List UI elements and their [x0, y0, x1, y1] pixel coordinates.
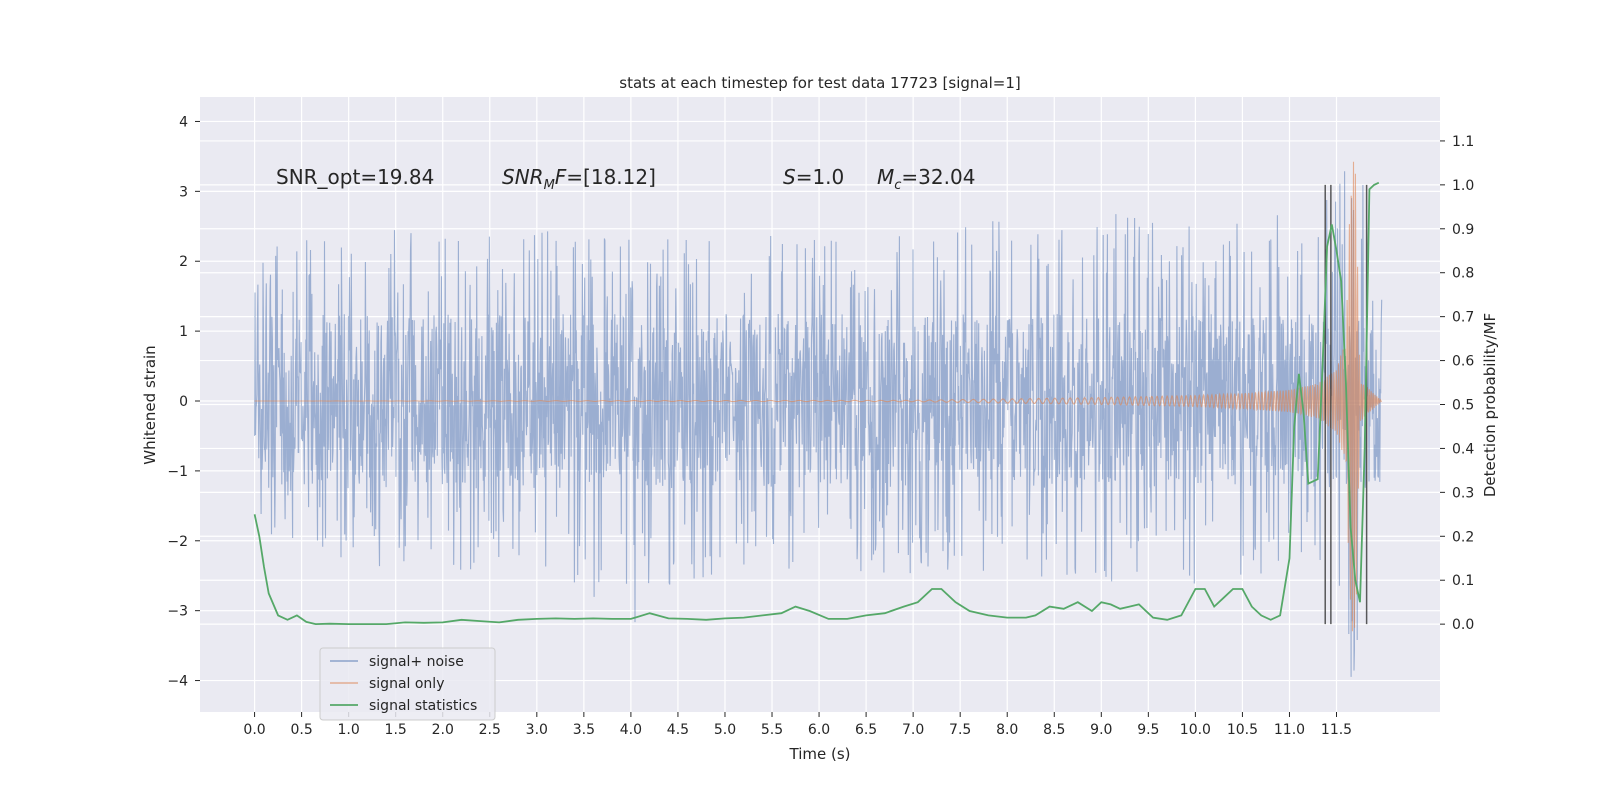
x-tick-label: 1.0	[338, 722, 360, 738]
x-tick-label: 1.5	[385, 722, 407, 738]
y-right-tick-label: 1.1	[1452, 134, 1474, 150]
series-layer	[253, 161, 1383, 677]
x-tick-label: 10.5	[1227, 722, 1258, 738]
x-tick-label: 9.0	[1090, 722, 1112, 738]
y-right-tick-label: 0.6	[1452, 354, 1474, 370]
x-tick-label: 11.0	[1274, 722, 1305, 738]
y-right-tick-label: 0.8	[1452, 266, 1474, 282]
series-signal-only-line	[254, 161, 1383, 632]
x-tick-label: 5.0	[714, 722, 736, 738]
annotation-s: S=1.0	[783, 165, 844, 189]
y-right-tick-label: 0.9	[1452, 222, 1474, 238]
x-tick-label: 4.5	[667, 722, 689, 738]
y-left-tick-label: −4	[167, 674, 188, 690]
x-tick-label: 7.0	[902, 722, 924, 738]
y-right-tick-label: 0.1	[1452, 573, 1474, 589]
y-right-tick-label: 0.0	[1452, 617, 1474, 633]
annotation-snr-opt: SNR_opt=19.84	[276, 165, 434, 189]
chart-title: stats at each timestep for test data 177…	[619, 74, 1020, 92]
legend-label-signal-noise: signal+ noise	[369, 654, 464, 670]
y-right-tick-label: 0.2	[1452, 529, 1474, 545]
x-tick-label: 11.5	[1321, 722, 1352, 738]
y-axis-left-label: Whitened strain	[141, 345, 159, 464]
annotation-s-value: =1.0	[796, 165, 845, 189]
annotation-snr-mf-value: =[18.12]	[566, 165, 656, 189]
x-tick-label: 6.5	[855, 722, 877, 738]
x-tick-label: 0.5	[290, 722, 312, 738]
y-left-tick-label: 4	[179, 114, 188, 130]
x-tick-label: 5.5	[761, 722, 783, 738]
annotation-mc: Mc=32.04	[877, 165, 975, 193]
x-tick-label: 0.0	[243, 722, 265, 738]
y-left-tick-label: 2	[179, 254, 188, 270]
x-tick-label: 4.0	[620, 722, 642, 738]
x-axis-label: Time (s)	[789, 745, 851, 763]
legend-label-signal-only: signal only	[369, 676, 444, 692]
axes: 0.0 0.5 1.0 1.5 2.0 2.5 3.0 3.5 4.0 4.5 5.0 5.5 6.0 6…	[167, 114, 1474, 738]
y-left-tick-label: 3	[179, 184, 188, 200]
x-tick-label: 7.5	[949, 722, 971, 738]
annotation-mc-value: =32.04	[901, 165, 975, 189]
x-tick-label: 9.5	[1137, 722, 1159, 738]
x-tick-label: 3.5	[573, 722, 595, 738]
y-axis-right-label: Detection probability/MF	[1481, 313, 1499, 497]
y-left-tick-label: −3	[167, 604, 188, 620]
legend-label-signal-statistics: signal statistics	[369, 698, 477, 714]
x-tick-label: 3.0	[526, 722, 548, 738]
x-tick-label: 10.0	[1180, 722, 1211, 738]
y-right-tick-label: 0.7	[1452, 310, 1474, 326]
y-right-tick-label: 0.5	[1452, 398, 1474, 414]
x-tick-label: 2.5	[479, 722, 501, 738]
y-left-tick-label: 0	[179, 394, 188, 410]
annotation-snr-mf: SNRMF=[18.12]	[502, 165, 656, 193]
x-tick-label: 2.0	[432, 722, 454, 738]
x-tick-label: 8.5	[1043, 722, 1065, 738]
series-signal-statistics-line	[253, 181, 1380, 626]
y-left-tick-label: −1	[167, 464, 188, 480]
x-tick-label: 6.0	[808, 722, 830, 738]
x-tick-label: 8.0	[996, 722, 1018, 738]
y-left-tick-label: −2	[167, 534, 188, 550]
y-right-tick-label: 0.3	[1452, 485, 1474, 501]
series-signal-noise-line	[254, 171, 1383, 677]
y-left-tick-label: 1	[179, 324, 188, 340]
y-right-tick-label: 0.4	[1452, 441, 1474, 457]
legend: signal+ noise signal only signal statist…	[319, 647, 496, 721]
y-right-tick-label: 1.0	[1452, 178, 1474, 194]
